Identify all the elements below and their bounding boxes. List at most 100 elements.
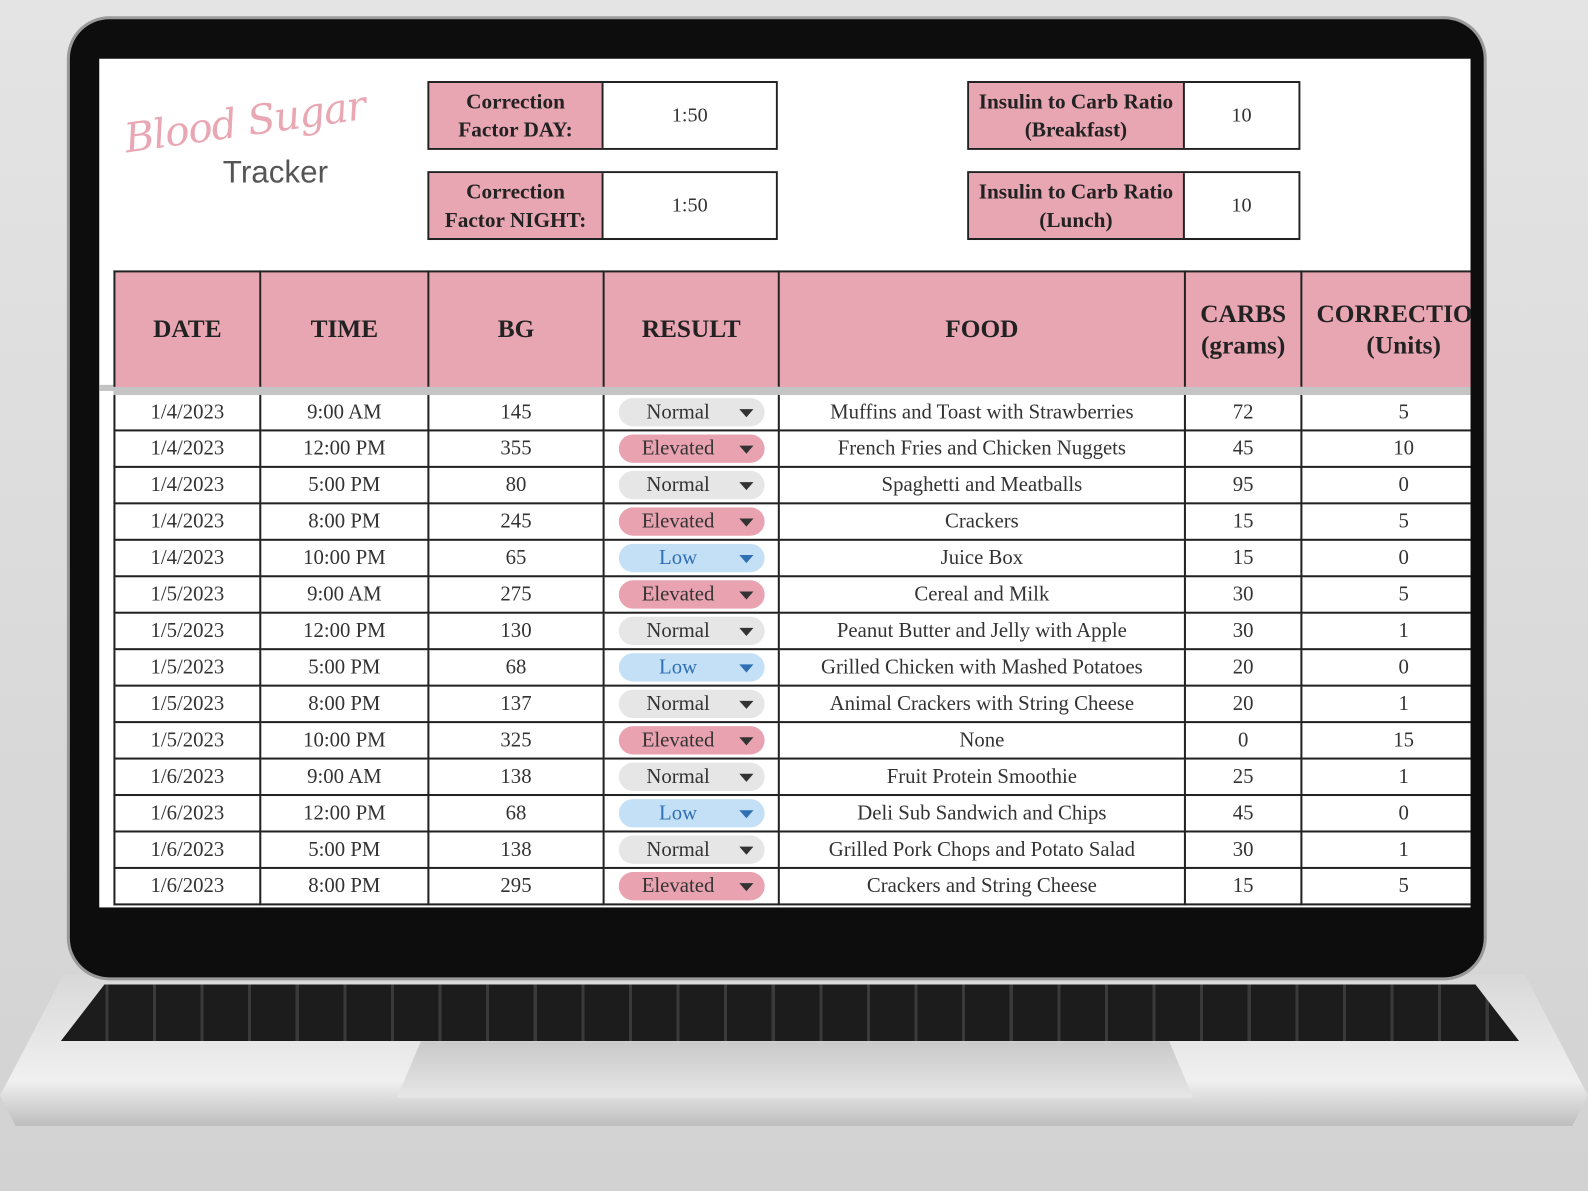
time-cell[interactable]: 8:00 PM: [259, 866, 430, 906]
correction-cell[interactable]: 1: [1300, 757, 1471, 797]
carbs-cell[interactable]: 25: [1183, 757, 1303, 797]
carbs-cell[interactable]: 20: [1183, 648, 1303, 687]
carbs-cell[interactable]: 15: [1183, 502, 1303, 541]
setting-value[interactable]: 1:50: [603, 173, 776, 238]
bg-cell[interactable]: 138: [427, 757, 605, 797]
bg-cell[interactable]: 68: [427, 648, 605, 687]
carbs-cell[interactable]: 15: [1183, 866, 1303, 906]
date-cell[interactable]: 1/4/2023: [113, 538, 262, 578]
result-dropdown[interactable]: Low: [618, 543, 765, 573]
date-cell[interactable]: 1/6/2023: [113, 757, 262, 797]
date-cell[interactable]: 1/5/2023: [113, 611, 262, 651]
food-cell[interactable]: Peanut Butter and Jelly with Apple: [777, 611, 1186, 651]
correction-cell[interactable]: 1: [1300, 611, 1471, 651]
food-cell[interactable]: French Fries and Chicken Nuggets: [777, 429, 1186, 468]
bg-cell[interactable]: 68: [427, 794, 605, 833]
bg-cell[interactable]: 295: [427, 866, 605, 906]
time-cell[interactable]: 10:00 PM: [259, 538, 430, 578]
setting-value[interactable]: 10: [1184, 173, 1299, 238]
date-cell[interactable]: 1/4/2023: [113, 429, 262, 468]
correction-cell[interactable]: 5: [1300, 389, 1471, 432]
time-cell[interactable]: 5:00 PM: [259, 648, 430, 687]
date-cell[interactable]: 1/5/2023: [113, 684, 262, 724]
food-cell[interactable]: Animal Crackers with String Cheese: [777, 684, 1186, 724]
carbs-cell[interactable]: 30: [1183, 611, 1303, 651]
time-cell[interactable]: 5:00 PM: [259, 830, 430, 869]
time-cell[interactable]: 9:00 AM: [259, 757, 430, 797]
food-cell[interactable]: None: [777, 721, 1186, 760]
carbs-cell[interactable]: 15: [1183, 538, 1303, 578]
food-cell[interactable]: Grilled Pork Chops and Potato Salad: [777, 830, 1186, 869]
date-cell[interactable]: 1/4/2023: [113, 502, 262, 541]
time-cell[interactable]: 12:00 PM: [259, 611, 430, 651]
bg-cell[interactable]: 138: [427, 830, 605, 869]
food-cell[interactable]: Crackers and String Cheese: [777, 866, 1186, 906]
time-cell[interactable]: 10:00 PM: [259, 721, 430, 760]
result-dropdown[interactable]: Normal: [618, 689, 765, 719]
bg-cell[interactable]: 137: [427, 684, 605, 724]
carbs-cell[interactable]: 45: [1183, 794, 1303, 833]
result-dropdown[interactable]: Low: [618, 653, 765, 682]
time-cell[interactable]: 12:00 PM: [259, 794, 430, 833]
correction-cell[interactable]: 1: [1300, 684, 1471, 724]
correction-cell[interactable]: 5: [1300, 866, 1471, 906]
food-cell[interactable]: Juice Box: [777, 538, 1186, 578]
result-dropdown[interactable]: Normal: [618, 762, 765, 791]
correction-cell[interactable]: 0: [1300, 465, 1471, 505]
time-cell[interactable]: 8:00 PM: [259, 684, 430, 724]
date-cell[interactable]: 1/6/2023: [113, 794, 262, 833]
bg-cell[interactable]: 80: [427, 465, 605, 505]
food-cell[interactable]: Grilled Chicken with Mashed Potatoes: [777, 648, 1186, 687]
carbs-cell[interactable]: 72: [1183, 389, 1303, 432]
bg-cell[interactable]: 355: [427, 429, 605, 468]
result-dropdown[interactable]: Elevated: [618, 726, 765, 755]
food-cell[interactable]: Cereal and Milk: [777, 575, 1186, 614]
result-dropdown[interactable]: Elevated: [618, 434, 765, 463]
correction-cell[interactable]: 10: [1300, 429, 1471, 468]
correction-cell[interactable]: 15: [1300, 721, 1471, 760]
bg-cell[interactable]: 275: [427, 575, 605, 614]
food-cell[interactable]: Fruit Protein Smoothie: [777, 757, 1186, 797]
bg-cell[interactable]: 245: [427, 502, 605, 541]
correction-cell[interactable]: 0: [1300, 648, 1471, 687]
result-dropdown[interactable]: Elevated: [618, 580, 765, 609]
correction-cell[interactable]: 1: [1300, 830, 1471, 869]
result-dropdown[interactable]: Normal: [618, 616, 765, 646]
time-cell[interactable]: 8:00 PM: [259, 502, 430, 541]
date-cell[interactable]: 1/5/2023: [113, 575, 262, 614]
setting-value[interactable]: 1:50: [603, 83, 776, 148]
result-dropdown[interactable]: Normal: [618, 398, 765, 427]
date-cell[interactable]: 1/4/2023: [113, 389, 262, 432]
result-dropdown[interactable]: Normal: [618, 835, 765, 864]
time-cell[interactable]: 9:00 AM: [259, 389, 430, 432]
correction-cell[interactable]: 5: [1300, 502, 1471, 541]
date-cell[interactable]: 1/4/2023: [113, 465, 262, 505]
result-dropdown[interactable]: Elevated: [618, 507, 765, 536]
bg-cell[interactable]: 145: [427, 389, 605, 432]
carbs-cell[interactable]: 95: [1183, 465, 1303, 505]
result-dropdown[interactable]: Elevated: [618, 871, 765, 901]
carbs-cell[interactable]: 20: [1183, 684, 1303, 724]
carbs-cell[interactable]: 0: [1183, 721, 1303, 760]
date-cell[interactable]: 1/6/2023: [113, 866, 262, 906]
carbs-cell[interactable]: 30: [1183, 830, 1303, 869]
carbs-cell[interactable]: 30: [1183, 575, 1303, 614]
food-cell[interactable]: Muffins and Toast with Strawberries: [777, 389, 1186, 432]
date-cell[interactable]: 1/5/2023: [113, 721, 262, 760]
result-dropdown[interactable]: Normal: [618, 470, 765, 500]
correction-cell[interactable]: 5: [1300, 575, 1471, 614]
setting-value[interactable]: 10: [1184, 83, 1299, 148]
time-cell[interactable]: 5:00 PM: [259, 465, 430, 505]
result-dropdown[interactable]: Low: [618, 799, 765, 828]
time-cell[interactable]: 12:00 PM: [259, 429, 430, 468]
correction-cell[interactable]: 0: [1300, 538, 1471, 578]
carbs-cell[interactable]: 45: [1183, 429, 1303, 468]
bg-cell[interactable]: 130: [427, 611, 605, 651]
correction-cell[interactable]: 0: [1300, 794, 1471, 833]
time-cell[interactable]: 9:00 AM: [259, 575, 430, 614]
date-cell[interactable]: 1/6/2023: [113, 830, 262, 869]
bg-cell[interactable]: 65: [427, 538, 605, 578]
date-cell[interactable]: 1/5/2023: [113, 648, 262, 687]
food-cell[interactable]: Spaghetti and Meatballs: [777, 465, 1186, 505]
food-cell[interactable]: Deli Sub Sandwich and Chips: [777, 794, 1186, 833]
